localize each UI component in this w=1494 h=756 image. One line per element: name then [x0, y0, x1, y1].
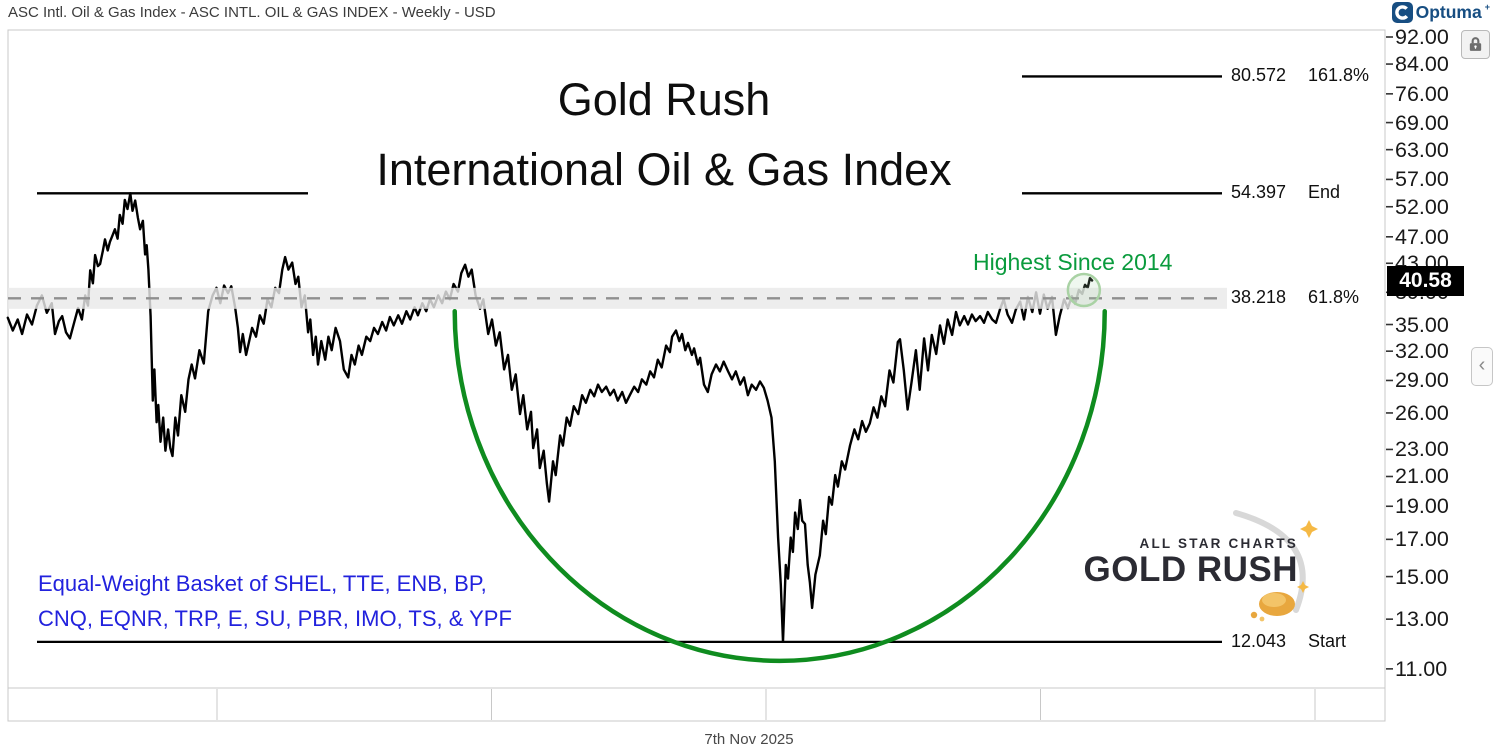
fib-name-label: End	[1308, 182, 1341, 203]
y-axis-label: 11.00	[1395, 656, 1448, 681]
lock-button[interactable]	[1461, 30, 1490, 59]
fib-value-label: 12.043	[1231, 630, 1287, 651]
y-axis-label: 32.00	[1395, 339, 1449, 364]
y-axis-label: 13.00	[1395, 607, 1449, 632]
y-axis-label: 35.00	[1395, 312, 1449, 337]
y-axis-label: 26.00	[1395, 400, 1449, 425]
y-axis-label: 76.00	[1395, 81, 1449, 106]
fib-name-label: Start	[1308, 630, 1347, 651]
y-axis-label: 84.00	[1395, 52, 1449, 77]
y-axis-label: 19.00	[1395, 494, 1449, 519]
y-axis-label: 15.00	[1395, 564, 1449, 589]
y-axis-label: 23.00	[1395, 437, 1449, 462]
y-axis-label: 17.00	[1395, 527, 1449, 552]
cup-arc	[455, 311, 1105, 661]
optuma-brand-text: Optuma	[1415, 2, 1482, 22]
lock-icon	[1469, 37, 1482, 51]
optuma-brand-mark: +	[1484, 1, 1490, 12]
collapse-panel-button[interactable]: ‹	[1471, 347, 1493, 386]
y-axis-label: 92.00	[1395, 25, 1449, 49]
fib-value-label: 80.572	[1231, 65, 1287, 86]
fib-value-label: 38.218	[1231, 287, 1287, 308]
y-axis-label: 21.00	[1395, 464, 1449, 489]
goldrush-logo-art	[1233, 510, 1318, 622]
optuma-logo-icon	[1391, 2, 1413, 23]
y-axis-label: 29.00	[1395, 368, 1449, 393]
fib-name-label: 61.8%	[1308, 287, 1360, 308]
fib-name-label: 161.8%	[1308, 65, 1370, 86]
y-axis-label: 69.00	[1395, 110, 1449, 135]
breakout-highlight-circle	[1066, 272, 1102, 308]
y-axis-label: 63.00	[1395, 137, 1449, 162]
optuma-logo[interactable]: Optuma +	[1391, 1, 1490, 23]
y-axis-label: 52.00	[1395, 194, 1449, 219]
y-axis-label: 57.00	[1395, 167, 1449, 192]
fib-value-label: 54.397	[1231, 182, 1287, 203]
y-axis-label: 47.00	[1395, 224, 1449, 249]
price-line	[6, 192, 1094, 643]
